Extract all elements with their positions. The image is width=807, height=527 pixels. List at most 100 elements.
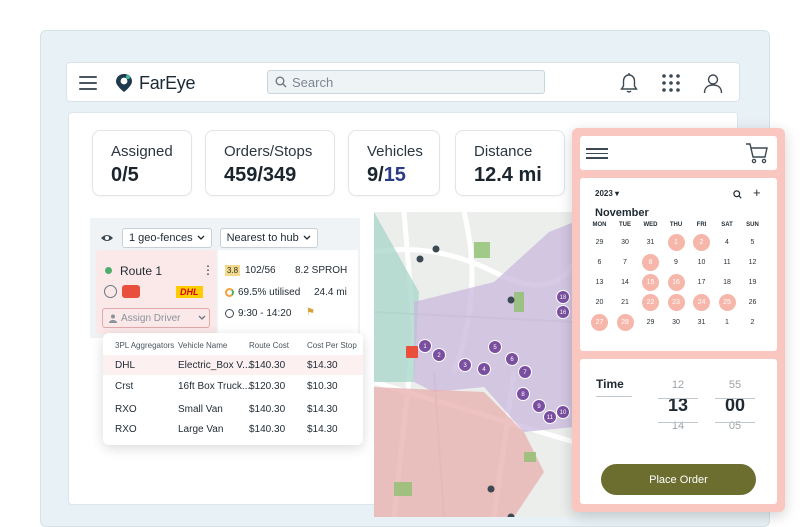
sort-dropdown-value: Nearest to hub [226,232,299,244]
notification-bell-icon[interactable] [619,72,639,94]
hour-next: 14 [671,420,685,432]
calendar-day[interactable]: 9 [674,259,678,266]
calendar-day[interactable]: 20 [595,299,604,306]
user-profile-icon[interactable] [703,73,723,93]
cell-route-cost: $120.30 [249,380,286,392]
calendar-day[interactable]: 30 [672,319,680,326]
cell-cost-per-stop: $10.30 [307,380,338,392]
weekday-label: FRI [696,222,707,228]
geofence-dropdown[interactable]: 1 geo-fences [122,228,212,248]
calendar-day[interactable]: 4 [725,239,729,246]
calendar-day[interactable]: 2 [750,319,755,326]
weekday-label: TUE [619,222,631,228]
apps-grid-icon[interactable] [661,73,681,93]
map-marker-label: 2 [437,353,441,359]
calendar-day[interactable]: 16 [667,274,685,291]
table-row[interactable]: RXO Small Van $140.30 $14.30 [103,399,363,419]
table-row[interactable]: Crst 16ft Box Truck... $120.30 $10.30 [103,376,363,396]
weekday-label: MON [592,222,607,228]
calendar-day[interactable]: 5 [750,239,755,246]
calendar-day[interactable]: 27 [591,314,608,331]
calendar-day[interactable]: 13 [595,279,604,286]
map-marker-label: 5 [493,345,497,351]
cell-cost-per-stop: $14.30 [307,403,338,415]
hour-column[interactable]: 12 13 14 [656,379,700,432]
cell-aggregator: RXO [115,423,137,435]
calendar-day[interactable]: 14 [621,279,629,286]
map-marker-label: 10 [560,410,567,416]
table-row[interactable]: RXO Large Van $140.30 $14.30 [103,419,363,439]
calendar-day[interactable]: 11 [723,259,731,266]
truck-icon[interactable] [122,285,140,298]
calendar-day[interactable]: 28 [616,314,634,331]
optimize-icon[interactable] [104,285,117,298]
panel-menu-icon[interactable] [586,148,608,159]
hamburger-menu-icon[interactable] [79,76,97,90]
calendar-day[interactable]: 15 [642,274,659,291]
calendar-day[interactable]: 10 [697,259,706,266]
fareye-logo-icon [116,74,132,92]
kpi-assigned: Assigned 0/5 [92,130,192,196]
assign-driver-dropdown[interactable]: Assign Driver [102,308,210,328]
map-marker-label: 6 [510,357,514,363]
map-marker-label: 4 [482,367,486,373]
column-header: Vehicle Name [178,340,228,350]
route-card[interactable]: Route 1 ⋮ DHL Assign Driver [96,250,216,334]
kpi-value-main: 9/ [367,164,384,186]
year-selector[interactable]: 2023 ▾ [595,189,620,198]
calendar-day[interactable]: 31 [646,239,655,246]
calendar-day[interactable]: 17 [697,279,706,286]
calendar-day[interactable]: 26 [748,299,757,306]
kpi-label: Assigned [111,143,173,160]
calendar-day[interactable]: 8 [642,254,659,271]
calendar-day[interactable]: 21 [621,299,629,306]
eye-icon[interactable] [100,233,114,243]
search-icon[interactable] [733,190,742,199]
cart-icon[interactable] [745,142,769,164]
route-status-dot [105,267,112,274]
calendar-day[interactable]: 24 [693,294,710,311]
minute-column[interactable]: 55 00 05 [713,379,757,432]
map-marker-label: 8 [521,392,525,398]
cell-aggregator: Crst [115,380,134,392]
map-canvas: 1 2 3 4 5 6 7 8 9 10 11 18 16 [374,212,574,517]
kpi-value-total: 15 [383,164,406,186]
geofence-dropdown-value: 1 geo-fences [129,232,193,244]
weekday-label: WED [643,222,658,228]
more-options-icon[interactable]: ⋮ [202,263,214,277]
table-row[interactable]: DHL Electric_Box V... $140.30 $14.30 [103,355,363,375]
calendar-day[interactable]: 25 [718,294,736,311]
calendar-day[interactable]: 2 [693,234,710,251]
divider [715,422,755,423]
add-icon[interactable]: + [753,185,761,200]
calendar-day[interactable]: 18 [723,279,731,286]
calendar-day[interactable]: 19 [748,279,757,286]
chevron-down-icon [199,315,206,320]
calendar-day[interactable]: 31 [697,319,706,326]
calendar-day[interactable]: 1 [667,234,685,251]
calendar-day[interactable]: 29 [646,319,655,326]
kpi-value: 459/349 [224,164,297,186]
calendar-day[interactable]: 7 [623,259,627,266]
calendar-day[interactable]: 23 [667,294,685,311]
route-map[interactable]: 1 2 3 4 5 6 7 8 9 10 11 18 16 [374,212,574,517]
search-bar[interactable] [267,70,545,94]
hour-selected: 13 [667,395,689,415]
map-marker-label: 9 [537,404,541,410]
map-marker-label: 18 [560,295,567,301]
calendar-day[interactable]: 1 [725,319,729,326]
calendar-day[interactable]: 12 [748,259,757,266]
cell-vehicle: Electric_Box V... [178,359,251,371]
calendar-day[interactable]: 6 [597,259,602,266]
calendar-day[interactable]: 22 [642,294,659,311]
sort-dropdown[interactable]: Nearest to hub [219,228,318,248]
order-panel-header [580,136,777,170]
calendar-day[interactable]: 29 [595,239,604,246]
calendar-day[interactable]: 30 [621,239,629,246]
search-input[interactable] [292,74,532,90]
date-picker: 2023 ▾ + November MON TUE WED THU FRI SAT SUN 2… [580,178,777,351]
kpi-value: 9/15 [367,164,439,187]
place-order-button[interactable]: Place Order [601,464,756,495]
map-marker-label: 16 [560,310,567,316]
chevron-down-icon [303,235,311,240]
